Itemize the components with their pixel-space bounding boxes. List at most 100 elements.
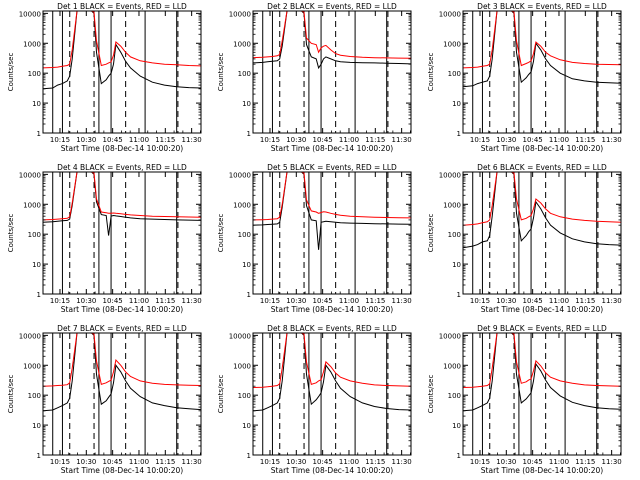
y-tick-label: 1 (457, 452, 461, 460)
detector-panel: 1 10 100 1000 10000 10:15 10:30 10:45 11:00 11:15… (217, 324, 412, 475)
x-tick-label: 10:30 (496, 136, 516, 144)
events-series-line (253, 11, 411, 70)
lld-series-line (463, 172, 621, 226)
x-tick-label: 11:00 (129, 458, 149, 466)
detector-panel: 1 10 100 1000 10000 10:15 10:30 10:45 11:00 11:15… (217, 163, 412, 314)
panel-title: Det 9 BLACK = Events, RED = LLD (477, 324, 607, 333)
plot-frame (42, 332, 202, 456)
lld-series-line (43, 11, 201, 69)
x-tick-label: 11:00 (549, 458, 569, 466)
lld-series-line (463, 11, 621, 69)
lld-series-line (253, 333, 411, 388)
events-series-line (463, 333, 621, 412)
events-series-line (463, 172, 621, 249)
x-tick-label: 10:15 (470, 297, 490, 305)
y-tick-label: 10 (32, 422, 41, 430)
y-axis-label: Counts/sec (427, 53, 435, 92)
y-tick-label: 1000 (23, 362, 41, 370)
x-tick-label: 11:15 (365, 136, 385, 144)
x-axis-label: Start Time (08-Dec-14 10:00:20) (481, 144, 603, 153)
events-series-line (43, 11, 201, 90)
y-tick-label: 10000 (439, 332, 461, 340)
x-tick-label: 11:00 (339, 136, 359, 144)
x-tick-label: 10:30 (286, 136, 306, 144)
x-axis-label: Start Time (08-Dec-14 10:00:20) (271, 305, 393, 314)
x-tick-label: 11:00 (549, 297, 569, 305)
y-tick-label: 10 (452, 100, 461, 108)
lld-series-line (463, 333, 621, 388)
y-tick-label: 1000 (233, 362, 251, 370)
y-tick-label: 10000 (19, 171, 41, 179)
y-tick-label: 10000 (439, 171, 461, 179)
detector-panel: 1 10 100 1000 10000 10:15 10:30 10:45 11:00 11:15… (7, 2, 202, 153)
x-tick-label: 10:45 (103, 297, 123, 305)
x-tick-label: 11:30 (182, 297, 202, 305)
y-tick-label: 1 (457, 130, 461, 138)
x-axis-label: Start Time (08-Dec-14 10:00:20) (61, 466, 183, 475)
plot-frame (462, 171, 622, 295)
x-tick-label: 11:15 (365, 458, 385, 466)
x-tick-label: 10:15 (470, 136, 490, 144)
y-tick-label: 1000 (443, 201, 461, 209)
x-tick-label: 10:15 (50, 136, 70, 144)
x-axis-label: Start Time (08-Dec-14 10:00:20) (481, 305, 603, 314)
lld-series-line (43, 172, 201, 221)
panel-title: Det 8 BLACK = Events, RED = LLD (267, 324, 397, 333)
detector-panel: 1 10 100 1000 10000 10:15 10:30 10:45 11:00 11:15… (7, 324, 202, 475)
x-axis-label: Start Time (08-Dec-14 10:00:20) (271, 144, 393, 153)
x-tick-label: 10:15 (50, 297, 70, 305)
x-tick-label: 11:30 (602, 297, 622, 305)
y-tick-label: 10000 (439, 10, 461, 18)
y-tick-label: 1000 (23, 201, 41, 209)
x-tick-label: 11:00 (129, 297, 149, 305)
y-tick-label: 1 (37, 130, 41, 138)
y-tick-label: 10000 (19, 332, 41, 340)
y-tick-label: 10 (452, 261, 461, 269)
x-tick-label: 11:15 (155, 136, 175, 144)
events-series-line (43, 333, 201, 412)
y-tick-label: 10 (242, 261, 251, 269)
x-tick-label: 11:00 (129, 136, 149, 144)
x-tick-label: 11:00 (549, 136, 569, 144)
x-axis-label: Start Time (08-Dec-14 10:00:20) (271, 466, 393, 475)
y-tick-label: 100 (28, 392, 41, 400)
y-tick-label: 100 (238, 392, 251, 400)
x-tick-label: 10:30 (286, 297, 306, 305)
plot-frame (462, 332, 622, 456)
y-axis-label: Counts/sec (427, 214, 435, 253)
y-axis-label: Counts/sec (7, 53, 15, 92)
x-tick-label: 11:30 (182, 458, 202, 466)
x-tick-label: 10:45 (523, 136, 543, 144)
y-tick-label: 1000 (23, 40, 41, 48)
x-tick-label: 11:15 (575, 136, 595, 144)
events-series-line (253, 172, 411, 250)
x-tick-label: 10:45 (103, 458, 123, 466)
detector-panel: 1 10 100 1000 10000 10:15 10:30 10:45 11:00 11:15… (217, 2, 412, 153)
plot-frame (252, 171, 412, 295)
panel-title: Det 6 BLACK = Events, RED = LLD (477, 163, 607, 172)
events-series-line (253, 333, 411, 412)
y-tick-label: 1000 (233, 201, 251, 209)
x-tick-label: 11:00 (339, 458, 359, 466)
y-tick-label: 1 (247, 291, 251, 299)
x-tick-label: 10:30 (76, 136, 96, 144)
y-tick-label: 10000 (19, 10, 41, 18)
detector-panel: 1 10 100 1000 10000 10:15 10:30 10:45 11:00 11:15… (7, 163, 202, 314)
plot-frame (42, 171, 202, 295)
y-tick-label: 1 (37, 452, 41, 460)
x-axis-label: Start Time (08-Dec-14 10:00:20) (61, 305, 183, 314)
y-tick-label: 1 (247, 130, 251, 138)
plot-frame (252, 332, 412, 456)
y-tick-label: 10 (32, 261, 41, 269)
x-tick-label: 10:45 (313, 297, 333, 305)
y-tick-label: 1000 (233, 40, 251, 48)
x-tick-label: 11:30 (602, 136, 622, 144)
x-tick-label: 11:15 (365, 297, 385, 305)
plot-frame (42, 10, 202, 134)
lld-series-line (43, 333, 201, 387)
y-tick-label: 100 (448, 231, 461, 239)
x-tick-label: 10:15 (50, 458, 70, 466)
y-axis-label: Counts/sec (217, 375, 225, 414)
x-tick-label: 11:15 (155, 297, 175, 305)
